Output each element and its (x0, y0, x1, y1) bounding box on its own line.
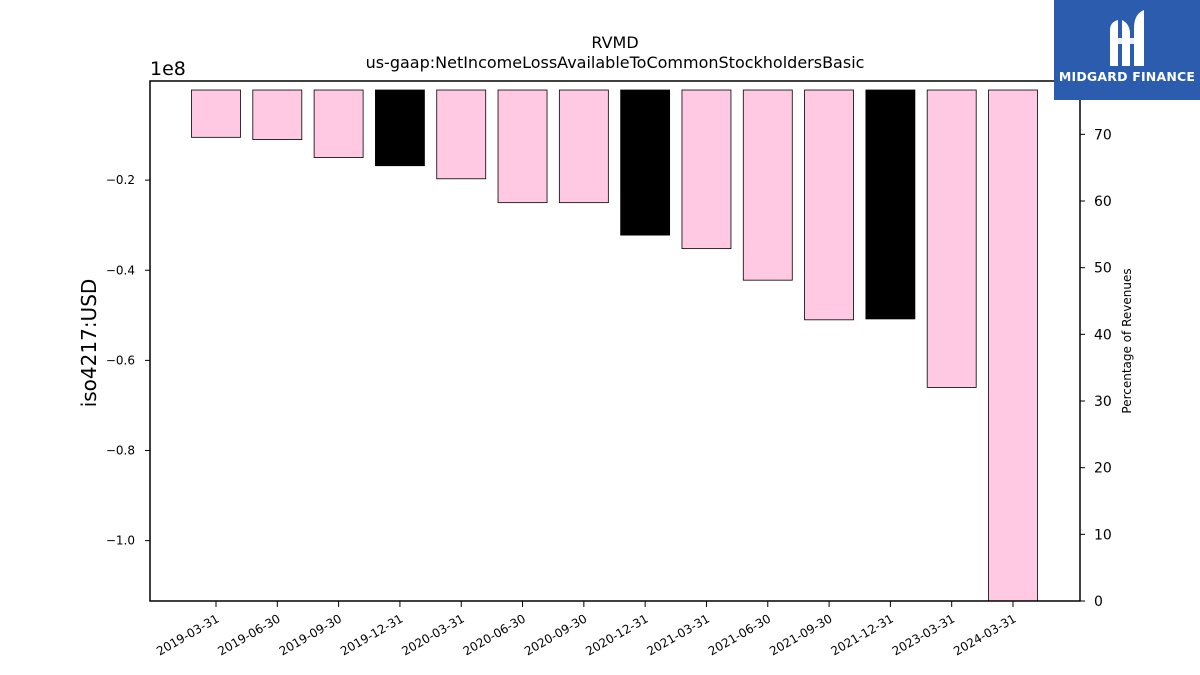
x-tick-label: 2020-09-30 (522, 611, 589, 658)
bar-2019-09-30 (313, 89, 364, 159)
y2-tick-label: 70 (1094, 127, 1112, 143)
y-tick-label: −0.4 (106, 263, 135, 277)
chart-title: RVMD (591, 33, 638, 52)
x-tick-label: 2020-12-31 (583, 611, 650, 658)
bar-2021-09-30 (804, 89, 854, 321)
x-tick-label: 2024-03-31 (951, 611, 1018, 658)
x-tick-label: 2019-03-31 (154, 611, 221, 658)
midgard-logo-icon (1110, 10, 1144, 66)
x-tick-label: 2021-03-31 (645, 611, 712, 658)
x-tick-label: 2019-12-31 (338, 611, 405, 658)
x-tick-label: 2019-09-30 (277, 611, 344, 658)
x-tick-label: 2021-06-30 (706, 611, 773, 658)
y-tick-label: −0.6 (106, 353, 135, 367)
x-tick-label: 2019-06-30 (215, 611, 282, 658)
y-tick-label: −0.8 (106, 443, 135, 457)
y-tick-label: −1.0 (106, 534, 135, 548)
midgard-finance-logo: MIDGARD FINANCE (1054, 0, 1200, 100)
bar-2020-06-30 (497, 89, 548, 204)
x-tick-label: 2021-12-31 (828, 611, 895, 658)
bar-2023-03-31 (926, 89, 977, 388)
y-tick-label: −0.2 (106, 173, 135, 187)
plot-frame (149, 80, 1081, 602)
bar-2020-12-31 (620, 89, 671, 236)
y-offset-label: 1e8 (150, 58, 186, 80)
chart-subtitle: us-gaap:NetIncomeLossAvailableToCommonSt… (366, 53, 865, 72)
x-tick-label: 2020-06-30 (461, 611, 528, 658)
y2-tick-label: 30 (1094, 394, 1112, 410)
bar-2024-03-31 (988, 89, 1038, 602)
y2-axis-label: Percentage of Revenues (1120, 268, 1134, 413)
brand-name: MIDGARD FINANCE (1058, 69, 1196, 84)
y2-tick-label: 60 (1094, 194, 1112, 210)
y2-tick-label: 0 (1094, 594, 1103, 610)
x-tick-label: 2021-09-30 (767, 611, 834, 658)
bar-2019-06-30 (252, 89, 303, 140)
bar-2021-12-31 (865, 89, 916, 320)
bar-2021-03-31 (681, 89, 732, 250)
y2-tick-label: 10 (1094, 527, 1112, 543)
x-tick-label: 2020-03-31 (399, 611, 466, 658)
bar-2019-03-31 (191, 89, 241, 138)
bar-2019-12-31 (375, 89, 425, 167)
y2-tick-label: 50 (1094, 261, 1112, 277)
bar-2020-09-30 (558, 89, 609, 204)
y2-tick-label: 40 (1094, 327, 1112, 343)
y2-tick-label: 20 (1094, 461, 1112, 477)
bar-2021-06-30 (742, 89, 793, 281)
x-tick-label: 2023-03-31 (890, 611, 957, 658)
bar-2020-03-31 (436, 89, 487, 180)
y-axis-label: iso4217:USD (77, 279, 101, 408)
